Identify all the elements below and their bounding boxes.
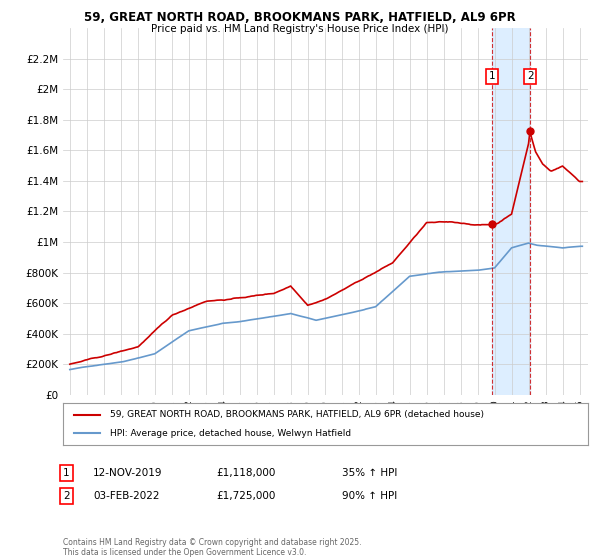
Text: 2: 2	[63, 491, 70, 501]
Text: 2: 2	[527, 72, 533, 82]
Text: 59, GREAT NORTH ROAD, BROOKMANS PARK, HATFIELD, AL9 6PR (detached house): 59, GREAT NORTH ROAD, BROOKMANS PARK, HA…	[110, 410, 484, 419]
Text: Contains HM Land Registry data © Crown copyright and database right 2025.
This d: Contains HM Land Registry data © Crown c…	[63, 538, 361, 557]
Text: 35% ↑ HPI: 35% ↑ HPI	[342, 468, 397, 478]
Text: 1: 1	[489, 72, 496, 82]
Text: 59, GREAT NORTH ROAD, BROOKMANS PARK, HATFIELD, AL9 6PR: 59, GREAT NORTH ROAD, BROOKMANS PARK, HA…	[84, 11, 516, 24]
Text: 1: 1	[63, 468, 70, 478]
Text: 03-FEB-2022: 03-FEB-2022	[93, 491, 160, 501]
Text: Price paid vs. HM Land Registry's House Price Index (HPI): Price paid vs. HM Land Registry's House …	[151, 24, 449, 34]
Text: 12-NOV-2019: 12-NOV-2019	[93, 468, 163, 478]
Text: £1,725,000: £1,725,000	[216, 491, 275, 501]
Text: £1,118,000: £1,118,000	[216, 468, 275, 478]
Bar	[493, 28, 530, 395]
Text: 90% ↑ HPI: 90% ↑ HPI	[342, 491, 397, 501]
Text: HPI: Average price, detached house, Welwyn Hatfield: HPI: Average price, detached house, Welw…	[110, 429, 352, 438]
